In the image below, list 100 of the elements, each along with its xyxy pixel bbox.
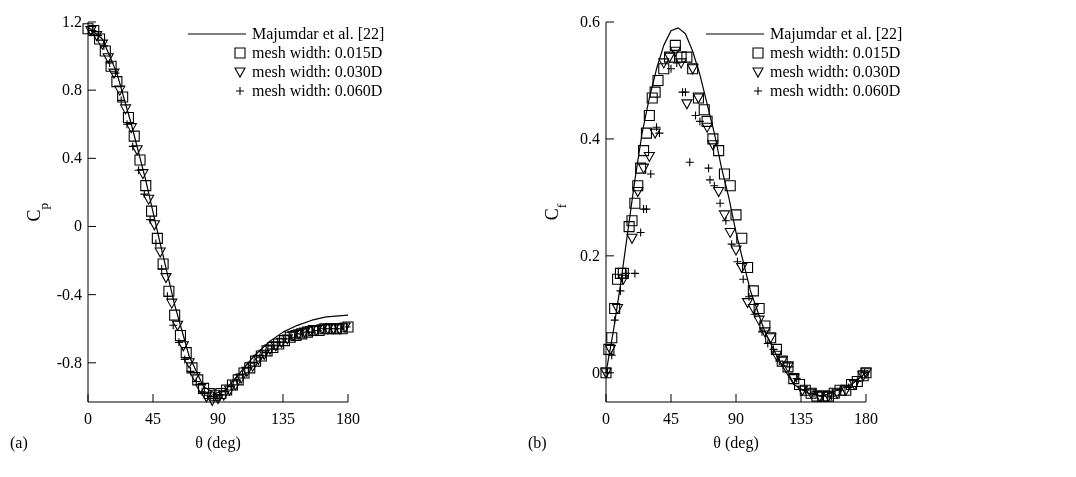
y-tick-label: 0 — [74, 217, 82, 235]
point — [172, 320, 184, 331]
point — [681, 51, 693, 63]
point — [160, 273, 172, 284]
legend-label: Majumdar et al. [22] — [252, 25, 385, 43]
point — [148, 220, 160, 231]
x-tick-label: 45 — [663, 410, 679, 427]
legend-label: mesh width: 0.030D — [252, 63, 383, 80]
point — [753, 315, 765, 326]
point — [698, 104, 710, 116]
point — [742, 298, 754, 309]
point — [143, 194, 155, 205]
point — [753, 302, 765, 315]
text: (b) — [528, 434, 547, 452]
point — [169, 309, 181, 321]
point — [189, 371, 201, 382]
point — [809, 388, 819, 398]
point — [105, 58, 115, 68]
y-tick-label: -0.8 — [56, 353, 82, 371]
point — [675, 51, 687, 63]
point — [122, 119, 132, 129]
point — [718, 210, 730, 221]
point — [632, 186, 644, 198]
legend-label: mesh width: 0.030D — [770, 63, 901, 80]
x-tick-label: 45 — [145, 410, 161, 427]
point — [757, 327, 767, 337]
x-tick-label: 180 — [336, 410, 360, 427]
point — [770, 350, 782, 361]
point — [632, 180, 644, 192]
point — [759, 327, 771, 338]
point — [707, 140, 719, 151]
point — [658, 63, 670, 75]
point — [111, 76, 123, 88]
point — [744, 292, 754, 302]
point — [747, 303, 759, 315]
point — [180, 347, 192, 359]
point — [114, 85, 126, 96]
y-tick-label: 0 — [592, 363, 600, 381]
point — [117, 91, 129, 103]
legend-label: mesh width: 0.015D — [770, 44, 901, 61]
point — [629, 197, 641, 209]
y-tick-label: 0.6 — [580, 13, 600, 30]
point — [669, 39, 681, 51]
point — [715, 198, 725, 208]
point — [125, 123, 137, 134]
point — [672, 58, 682, 68]
point — [747, 285, 759, 297]
point — [154, 247, 166, 258]
point — [730, 245, 742, 256]
point — [626, 215, 638, 227]
point — [145, 215, 155, 225]
point — [658, 58, 670, 69]
x-tick-label: 135 — [271, 410, 295, 427]
point — [774, 356, 784, 366]
x-axis-title: θ (deg) — [195, 434, 241, 452]
x-tick-label: 180 — [854, 410, 878, 427]
point — [99, 45, 111, 57]
point — [649, 86, 661, 98]
point — [630, 268, 640, 278]
point — [151, 232, 163, 244]
point — [157, 258, 169, 270]
point — [137, 169, 149, 180]
point — [174, 329, 186, 342]
point — [713, 145, 725, 157]
point — [157, 264, 167, 274]
point — [640, 127, 652, 139]
point — [675, 58, 687, 69]
point — [681, 99, 693, 110]
point — [186, 362, 198, 374]
point — [736, 232, 748, 244]
point — [646, 92, 658, 104]
point — [730, 209, 742, 221]
y-tick-label: 1.2 — [62, 13, 82, 30]
point — [646, 169, 656, 179]
point — [652, 74, 664, 87]
y-tick-label: -0.4 — [56, 285, 82, 303]
legend-label: mesh width: 0.060D — [252, 82, 383, 99]
point — [701, 122, 713, 133]
point — [794, 378, 806, 391]
legend-label: mesh width: 0.015D — [252, 44, 383, 61]
point — [146, 205, 158, 217]
point — [669, 46, 681, 57]
point — [131, 145, 143, 156]
x-tick-label: 90 — [210, 410, 226, 427]
x-tick-label: 135 — [789, 410, 813, 427]
point — [120, 104, 132, 115]
point — [140, 180, 152, 192]
point — [721, 216, 731, 226]
point — [615, 286, 625, 296]
point — [128, 130, 140, 142]
point — [183, 358, 195, 369]
point — [643, 109, 655, 122]
point — [736, 262, 748, 274]
point — [724, 180, 736, 192]
point — [707, 133, 719, 145]
point — [166, 298, 178, 309]
point — [163, 285, 175, 297]
y-tick-label: 0.4 — [580, 129, 600, 147]
point — [701, 115, 713, 127]
point — [612, 273, 624, 285]
